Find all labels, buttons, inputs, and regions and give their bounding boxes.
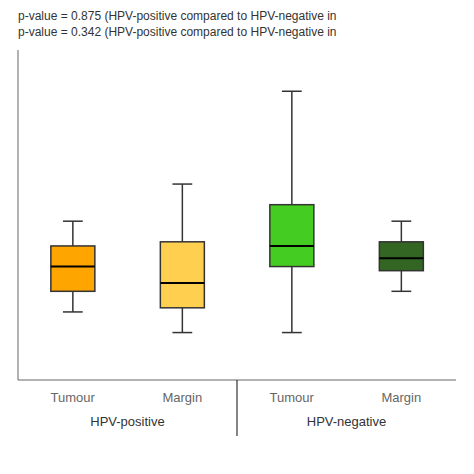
svg-text:HPV-positive: HPV-positive [90,414,164,429]
html-text:p-value = 0.875 (HPV-positive: p-value = 0.875 (HPV-positive compared t… [18,9,337,23]
svg-text:HPV-negative: HPV-negative [307,414,387,429]
svg-text:Margin: Margin [381,390,421,405]
html-text:p-value = 0.342 (HPV-positive: p-value = 0.342 (HPV-positive compared t… [18,25,337,39]
svg-text:Margin: Margin [162,390,202,405]
svg-text:Tumour: Tumour [51,390,96,405]
svg-text:Tumour: Tumour [270,390,315,405]
